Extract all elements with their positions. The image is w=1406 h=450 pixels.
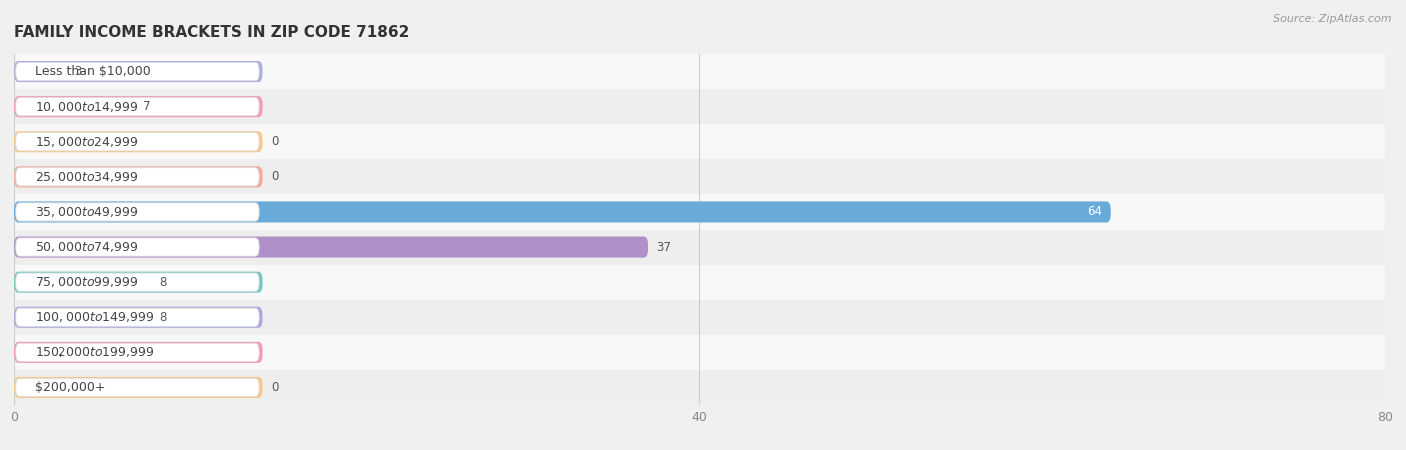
- Text: $200,000+: $200,000+: [35, 381, 105, 394]
- FancyBboxPatch shape: [15, 273, 259, 291]
- FancyBboxPatch shape: [14, 166, 263, 187]
- Text: 37: 37: [657, 241, 672, 253]
- Text: 8: 8: [160, 311, 167, 324]
- Text: 0: 0: [271, 381, 278, 394]
- FancyBboxPatch shape: [15, 98, 259, 116]
- Bar: [14, 124, 1385, 159]
- Text: $100,000 to $149,999: $100,000 to $149,999: [35, 310, 155, 324]
- Text: FAMILY INCOME BRACKETS IN ZIP CODE 71862: FAMILY INCOME BRACKETS IN ZIP CODE 71862: [14, 25, 409, 40]
- FancyBboxPatch shape: [15, 343, 259, 361]
- Text: $15,000 to $24,999: $15,000 to $24,999: [35, 135, 138, 149]
- Text: $35,000 to $49,999: $35,000 to $49,999: [35, 205, 138, 219]
- FancyBboxPatch shape: [14, 272, 263, 292]
- FancyBboxPatch shape: [14, 131, 263, 152]
- FancyBboxPatch shape: [15, 168, 259, 186]
- Bar: [14, 300, 1385, 335]
- Text: $150,000 to $199,999: $150,000 to $199,999: [35, 345, 155, 360]
- Text: 8: 8: [160, 276, 167, 288]
- Bar: [14, 230, 1385, 265]
- Text: $50,000 to $74,999: $50,000 to $74,999: [35, 240, 138, 254]
- FancyBboxPatch shape: [14, 237, 648, 257]
- FancyBboxPatch shape: [15, 203, 259, 221]
- Text: 0: 0: [271, 135, 278, 148]
- Text: $10,000 to $14,999: $10,000 to $14,999: [35, 99, 138, 114]
- Text: 3: 3: [75, 65, 82, 78]
- FancyBboxPatch shape: [15, 133, 259, 151]
- Bar: [14, 54, 1385, 89]
- Text: Source: ZipAtlas.com: Source: ZipAtlas.com: [1274, 14, 1392, 23]
- Bar: [14, 159, 1385, 194]
- Text: 64: 64: [1087, 206, 1102, 218]
- Text: 2: 2: [56, 346, 65, 359]
- FancyBboxPatch shape: [14, 61, 263, 82]
- Text: 0: 0: [271, 171, 278, 183]
- Text: $75,000 to $99,999: $75,000 to $99,999: [35, 275, 138, 289]
- FancyBboxPatch shape: [14, 342, 263, 363]
- FancyBboxPatch shape: [15, 238, 259, 256]
- Bar: [14, 194, 1385, 230]
- Bar: [14, 370, 1385, 405]
- Bar: [14, 335, 1385, 370]
- Bar: [14, 89, 1385, 124]
- FancyBboxPatch shape: [15, 308, 259, 326]
- FancyBboxPatch shape: [15, 378, 259, 396]
- FancyBboxPatch shape: [14, 96, 263, 117]
- FancyBboxPatch shape: [14, 202, 1111, 222]
- Text: Less than $10,000: Less than $10,000: [35, 65, 150, 78]
- FancyBboxPatch shape: [14, 377, 263, 398]
- Text: $25,000 to $34,999: $25,000 to $34,999: [35, 170, 138, 184]
- Text: 7: 7: [142, 100, 150, 113]
- FancyBboxPatch shape: [15, 63, 259, 81]
- Bar: [14, 265, 1385, 300]
- FancyBboxPatch shape: [14, 307, 263, 328]
